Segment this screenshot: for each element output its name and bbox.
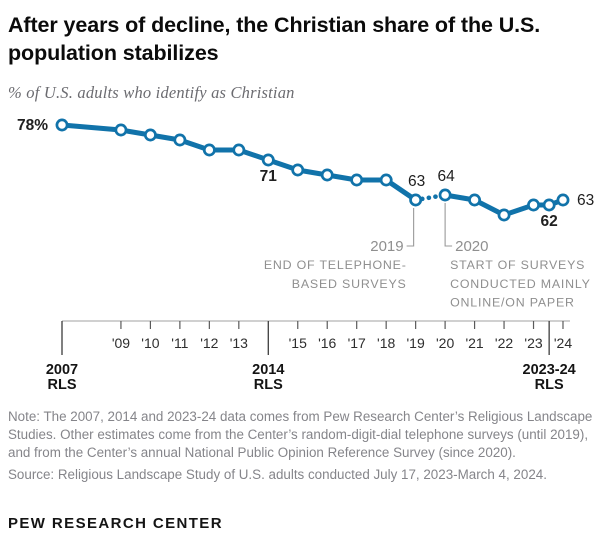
annotation-text-line: END OF TELEPHONE- [264,258,407,272]
chart-title-line2: population stabilizes [8,41,219,65]
data-point-marker [232,143,246,157]
data-point-marker [261,153,275,167]
value-label: 63 [408,173,425,190]
note-block: Note: The 2007, 2014 and 2023-24 data co… [8,408,604,484]
x-axis-tick-label: '11 [171,335,188,351]
chart-title-line1: After years of decline, the Christian sh… [8,13,541,37]
x-axis-tick-label: '09 [112,335,130,351]
data-point-marker [114,123,128,137]
data-point-marker [468,193,482,207]
christian-share-trend-chart: '09 '10 '11 '12 '13 '15 '16 '17 '18 '19 '20 '21 '22 '… [17,117,594,393]
rls-label-rls: RLS [254,377,283,393]
value-label: 78% [17,117,48,134]
value-label: 71 [260,168,278,185]
x-axis-tick-label: '19 [407,335,425,351]
callout-line [406,208,415,247]
value-label: 64 [437,168,455,185]
value-label: 62 [541,213,558,230]
rls-label-rls: RLS [535,377,564,393]
note-text: Note: The 2007, 2014 and 2023-24 data co… [8,409,593,460]
data-point-marker [350,173,364,187]
data-point-marker [379,173,393,187]
data-point-marker [55,118,69,132]
x-axis-tick-label: '24 [554,335,572,351]
x-axis-tick-label: '22 [495,335,513,351]
x-axis-tick-label: '12 [200,335,218,351]
chart-subtitle: % of U.S. adults who identify as Christi… [8,83,295,102]
data-point-marker [320,168,334,182]
rls-label-year: 2007 [46,362,78,378]
rls-label-year: 2023-24 [523,362,576,378]
chart-title: After years of decline, the Christian sh… [8,11,608,67]
data-point-marker [542,198,556,212]
data-point-marker [527,198,540,212]
callout-year-label: 2019 [370,238,403,255]
data-point-marker [497,208,511,222]
x-axis-tick-label: '13 [230,335,248,351]
source-text: Source: Religious Landscape Study of U.S… [8,467,547,482]
rls-label-rls: RLS [48,377,77,393]
x-axis-tick-label: '21 [465,335,483,351]
data-point-marker [202,143,216,157]
annotation-text-line: BASED SURVEYS [292,277,407,291]
pew-research-center-wordmark: PEW RESEARCH CENTER [8,515,223,532]
x-axis-tick-label: '17 [348,335,366,351]
data-point-marker [556,193,570,207]
x-axis-tick-label: '23 [524,335,542,351]
value-label: 63 [577,192,594,209]
data-point-marker [143,128,157,142]
trend-line-telephone-era [59,122,419,203]
data-point-marker [409,193,423,207]
x-axis-tick-label: '20 [436,335,454,351]
data-point-marker [291,163,305,177]
annotation-text-line: CONDUCTED MAINLY [450,277,591,291]
x-axis-tick-label: '16 [318,335,336,351]
annotation-text-line: START OF SURVEYS [450,258,585,272]
data-point-marker [438,188,452,202]
x-axis-tick-label: '15 [289,335,307,351]
callout-line [444,203,453,247]
x-axis-tick-label: '18 [377,335,395,351]
rls-label-year: 2014 [252,362,284,378]
annotation-text-line: ONLINE/ON PAPER [450,296,575,310]
data-point-marker [173,133,187,147]
callout-year-label: 2020 [455,238,488,255]
x-axis-tick-label: '10 [141,335,159,351]
